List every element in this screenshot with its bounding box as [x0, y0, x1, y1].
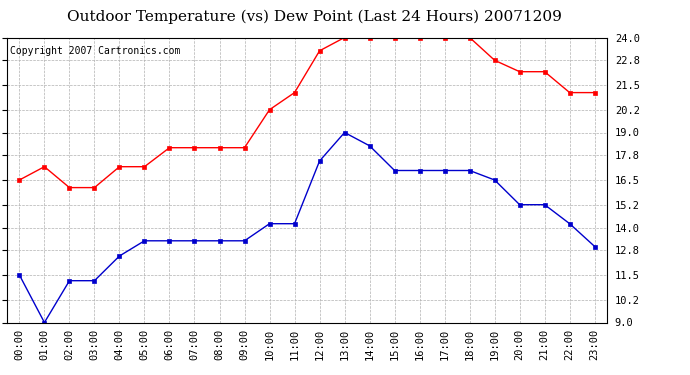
Text: Copyright 2007 Cartronics.com: Copyright 2007 Cartronics.com — [10, 46, 180, 56]
Text: Outdoor Temperature (vs) Dew Point (Last 24 Hours) 20071209: Outdoor Temperature (vs) Dew Point (Last… — [66, 9, 562, 24]
